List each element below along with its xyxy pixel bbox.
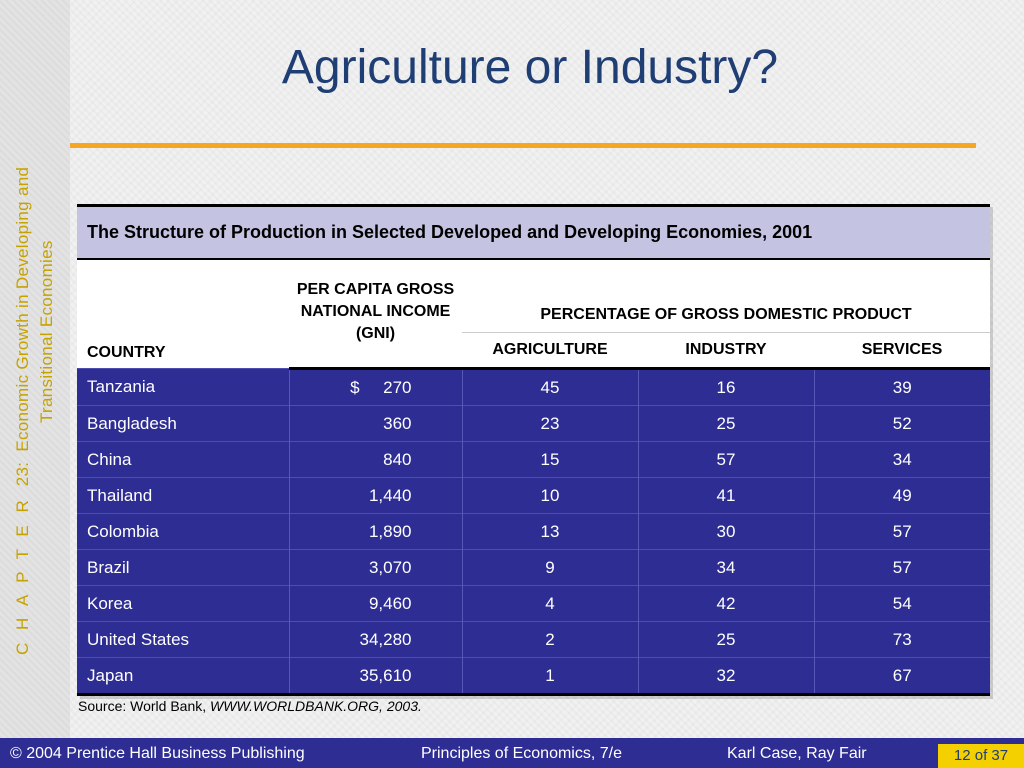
- footer-authors: Karl Case, Ray Fair: [727, 745, 867, 762]
- chapter-title-line2: Transitional Economies: [37, 240, 56, 423]
- cell-services: 34: [814, 441, 991, 478]
- table-row: Brazil 3,070 9 34 57: [77, 549, 991, 586]
- cell-services: 39: [814, 368, 991, 406]
- cell-agriculture: 45: [462, 368, 639, 406]
- table-row: Tanzania $ 270 45 16 39: [77, 368, 991, 406]
- header-country: COUNTRY: [77, 259, 289, 369]
- cell-gni: 840: [289, 441, 463, 478]
- footer-copyright: © 2004 Prentice Hall Business Publishing: [10, 745, 305, 762]
- cell-gni: 1,890: [289, 513, 463, 550]
- cell-agriculture: 23: [462, 405, 639, 442]
- cell-gni: 9,460: [289, 585, 463, 622]
- cell-services: 57: [814, 549, 991, 586]
- cell-services: 73: [814, 621, 991, 658]
- cell-agriculture: 13: [462, 513, 639, 550]
- table-body: Tanzania $ 270 45 16 39 Bangladesh 360 23 25 52 Ch…: [77, 368, 991, 696]
- cell-gni: 3,070: [289, 549, 463, 586]
- chapter-label: C H A P T E R 23: Economic Growth in Dev…: [5, 85, 65, 655]
- source-link: WWW.WORLDBANK.ORG, 2003.: [210, 698, 422, 714]
- source-note: Source: World Bank, WWW.WORLDBANK.ORG, 2…: [78, 698, 422, 714]
- cell-industry: 34: [638, 549, 815, 586]
- cell-gni: 35,610: [289, 657, 463, 696]
- cell-country: United States: [77, 621, 290, 658]
- cell-country: Korea: [77, 585, 290, 622]
- header-pct-gdp: PERCENTAGE OF GROSS DOMESTIC PRODUCT: [462, 259, 991, 333]
- cell-industry: 41: [638, 477, 815, 514]
- cell-industry: 32: [638, 657, 815, 696]
- table-row: Bangladesh 360 23 25 52: [77, 405, 991, 442]
- table-row: Colombia 1,890 13 30 57: [77, 513, 991, 550]
- source-prefix: Source: World Bank,: [78, 698, 211, 714]
- chapter-sidebar: C H A P T E R 23: Economic Growth in Dev…: [0, 0, 70, 738]
- cell-country: Brazil: [77, 549, 290, 586]
- cell-industry: 57: [638, 441, 815, 478]
- slide-title: Agriculture or Industry?: [281, 41, 779, 94]
- cell-services: 49: [814, 477, 991, 514]
- cell-agriculture: 15: [462, 441, 639, 478]
- chapter-title-line1: Economic Growth in Developing and: [13, 166, 32, 452]
- cell-country: Japan: [77, 657, 290, 696]
- cell-services: 52: [814, 405, 991, 442]
- cell-industry: 25: [638, 621, 815, 658]
- table-row: Korea 9,460 4 42 54: [77, 585, 991, 622]
- cell-industry: 16: [638, 368, 815, 406]
- cell-country: Bangladesh: [77, 405, 290, 442]
- cell-services: 54: [814, 585, 991, 622]
- cell-agriculture: 4: [462, 585, 639, 622]
- header-agriculture: AGRICULTURE: [462, 332, 638, 370]
- table-row: China 840 15 57 34: [77, 441, 991, 478]
- table-row: Thailand 1,440 10 41 49: [77, 477, 991, 514]
- footer-bar: © 2004 Prentice Hall Business Publishing…: [0, 738, 1024, 768]
- cell-country: Thailand: [77, 477, 290, 514]
- header-industry: INDUSTRY: [638, 332, 814, 370]
- cell-agriculture: 10: [462, 477, 639, 514]
- header-services: SERVICES: [814, 332, 991, 370]
- cell-gni: 1,440: [289, 477, 463, 514]
- chapter-word: C H A P T E R: [13, 496, 32, 655]
- table-row: United States 34,280 2 25 73: [77, 621, 991, 658]
- table-row: Japan 35,610 1 32 67: [77, 657, 991, 696]
- production-table: The Structure of Production in Selected …: [77, 204, 991, 696]
- cell-agriculture: 9: [462, 549, 639, 586]
- cell-agriculture: 2: [462, 621, 639, 658]
- footer-book-title: Principles of Economics, 7/e: [421, 745, 622, 762]
- title-divider: [70, 143, 976, 148]
- cell-industry: 30: [638, 513, 815, 550]
- cell-industry: 42: [638, 585, 815, 622]
- cell-country: China: [77, 441, 290, 478]
- cell-gni: 34,280: [289, 621, 463, 658]
- header-gni: PER CAPITA GROSS NATIONAL INCOME (GNI): [289, 259, 462, 370]
- cell-services: 67: [814, 657, 991, 696]
- page-number: 12 of 37: [938, 744, 1024, 768]
- cell-gni: 360: [289, 405, 463, 442]
- cell-country: Tanzania: [77, 368, 290, 406]
- cell-gni: $ 270: [289, 368, 463, 406]
- chapter-number: 23:: [13, 461, 32, 487]
- cell-country: Colombia: [77, 513, 290, 550]
- cell-services: 57: [814, 513, 991, 550]
- cell-agriculture: 1: [462, 657, 639, 696]
- cell-industry: 25: [638, 405, 815, 442]
- table-caption: The Structure of Production in Selected …: [77, 207, 991, 260]
